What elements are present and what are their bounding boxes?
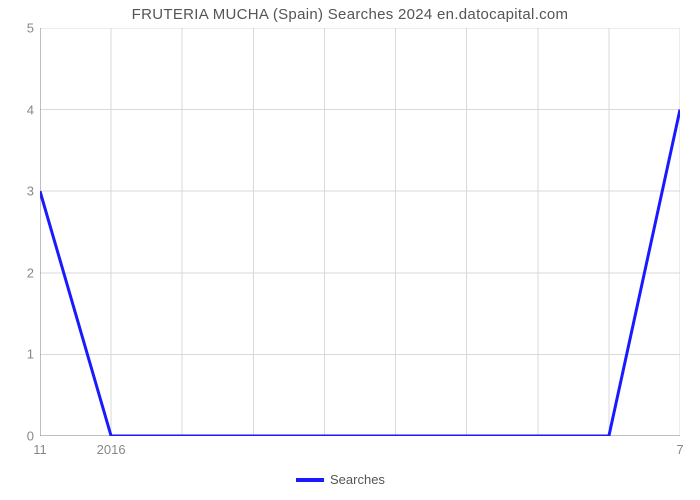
- chart-svg: [40, 28, 680, 436]
- y-tick-label: 5: [4, 21, 34, 36]
- chart-title: FRUTERIA MUCHA (Spain) Searches 2024 en.…: [0, 6, 700, 23]
- y-tick-label: 2: [4, 265, 34, 280]
- legend: Searches: [296, 472, 385, 487]
- y-tick-label: 1: [4, 347, 34, 362]
- y-tick-label: 0: [4, 429, 34, 444]
- chart-container: FRUTERIA MUCHA (Spain) Searches 2024 en.…: [0, 0, 700, 500]
- legend-swatch: [296, 478, 324, 482]
- x-tick-label: 2016: [97, 442, 126, 457]
- legend-label: Searches: [330, 472, 385, 487]
- plot-area: [40, 28, 680, 436]
- y-tick-label: 4: [4, 102, 34, 117]
- x-tick-label: 7: [676, 442, 683, 457]
- x-tick-label: 11: [33, 442, 47, 457]
- y-tick-label: 3: [4, 184, 34, 199]
